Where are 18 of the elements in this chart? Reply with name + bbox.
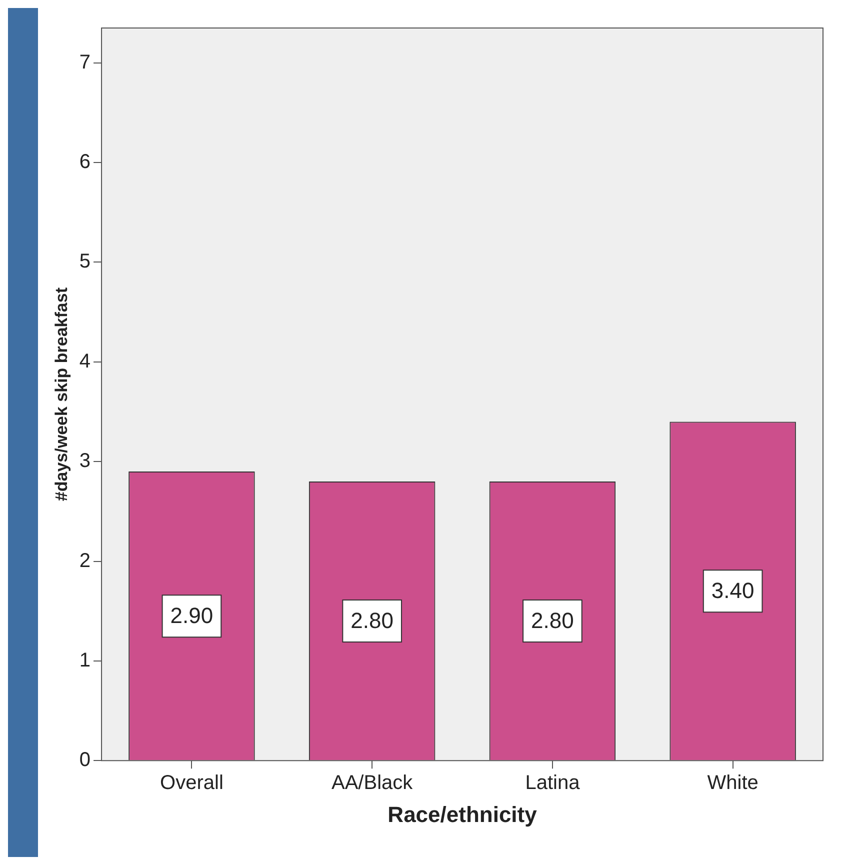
y-tick-label: 5 [79,250,91,273]
data-label: 2.90 [170,603,214,628]
x-axis-title: Race/ethnicity [388,802,538,827]
data-label: 2.80 [531,608,574,634]
y-tick-label: 7 [79,51,91,74]
y-tick-label: 0 [79,749,91,772]
x-tick-label: White [707,772,758,794]
x-tick-label: Latina [525,772,581,794]
data-label: 3.40 [711,578,754,604]
x-tick-label: Overall [160,772,224,794]
y-tick-label: 1 [79,649,91,672]
y-tick-label: 2 [79,550,91,572]
y-tick-label: 6 [79,151,91,174]
y-tick-label: 3 [79,450,91,472]
y-axis-title: #days/week skip breakfast [52,287,71,502]
y-tick-label: 4 [79,350,91,372]
data-label: 2.80 [350,608,394,634]
x-tick-label: AA/Black [332,772,414,794]
